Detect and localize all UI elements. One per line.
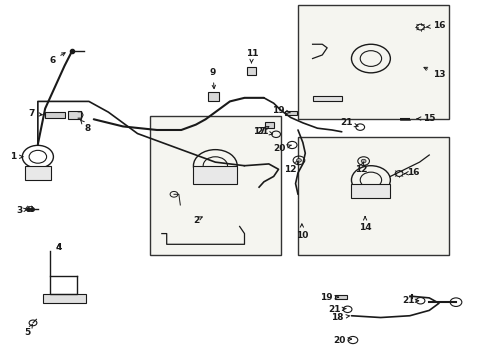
Bar: [207, 93, 218, 102]
Text: 21: 21: [340, 118, 358, 127]
Circle shape: [296, 158, 301, 162]
Text: 1: 1: [10, 152, 23, 161]
Text: 17: 17: [252, 127, 268, 136]
Text: 19: 19: [319, 293, 338, 302]
Text: 14: 14: [358, 217, 371, 231]
Text: 21: 21: [402, 296, 418, 305]
Bar: [285, 111, 296, 115]
Bar: [42, 294, 86, 303]
Text: 12: 12: [284, 161, 298, 174]
Text: 18: 18: [330, 313, 349, 322]
Text: 13: 13: [423, 67, 445, 79]
Text: 19: 19: [272, 106, 290, 115]
Bar: [25, 166, 51, 180]
Text: 16: 16: [426, 21, 445, 30]
Text: 7: 7: [28, 109, 42, 118]
Text: 15: 15: [416, 114, 435, 123]
Text: 16: 16: [404, 168, 419, 177]
Text: 20: 20: [273, 144, 291, 153]
Text: 11: 11: [245, 49, 258, 63]
Circle shape: [361, 159, 366, 163]
Bar: [265, 122, 274, 128]
Bar: [312, 96, 341, 102]
Text: 5: 5: [24, 324, 32, 337]
Bar: [68, 111, 81, 119]
Text: 12: 12: [354, 162, 366, 174]
Text: 4: 4: [56, 243, 62, 252]
Bar: [246, 67, 255, 75]
Text: 8: 8: [80, 120, 91, 133]
Text: 3: 3: [17, 206, 27, 215]
Bar: [351, 184, 389, 198]
Bar: [297, 137, 448, 255]
Text: 10: 10: [295, 224, 307, 240]
Text: 9: 9: [209, 68, 216, 89]
Bar: [297, 5, 448, 119]
Bar: [149, 116, 281, 255]
Bar: [45, 112, 64, 118]
Text: 20: 20: [332, 336, 351, 345]
Text: 21: 21: [327, 305, 346, 314]
Bar: [334, 295, 346, 299]
Text: 6: 6: [49, 53, 65, 65]
Text: 2: 2: [192, 216, 202, 225]
Text: 21: 21: [256, 127, 272, 136]
Bar: [193, 166, 237, 184]
